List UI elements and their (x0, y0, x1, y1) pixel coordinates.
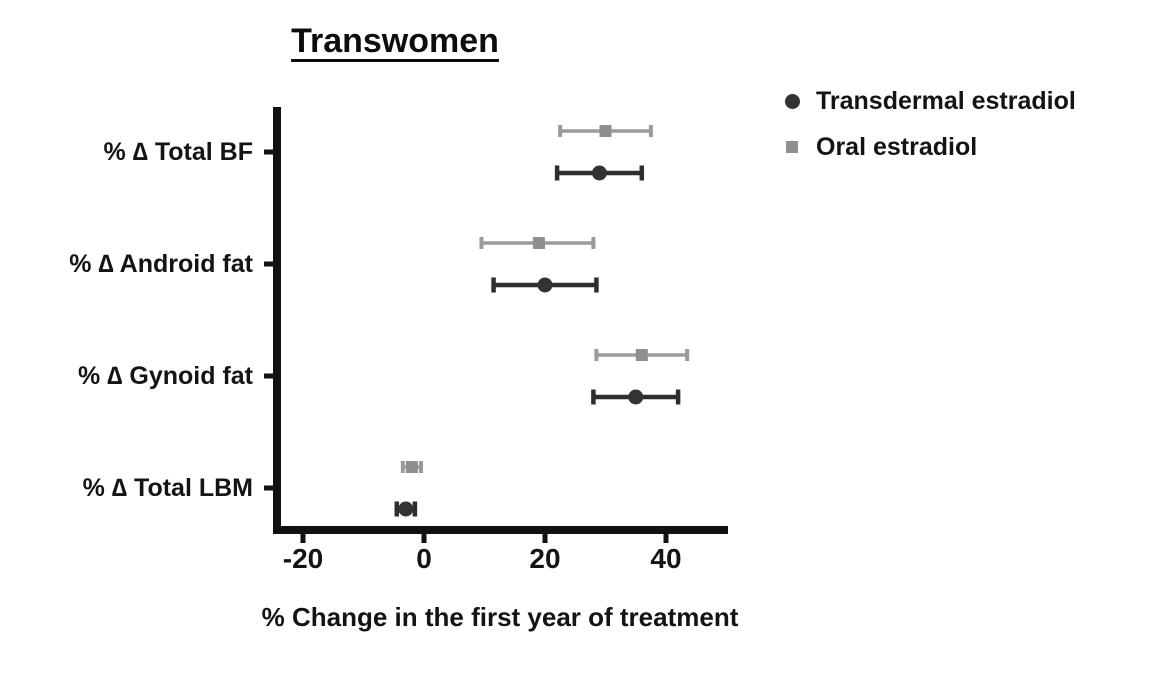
x-axis-tick (542, 534, 548, 543)
error-bar-cap (394, 501, 400, 517)
error-bar-cap (554, 165, 560, 181)
data-point-square (599, 125, 612, 137)
x-tick-label-neg20: -20 (282, 543, 324, 574)
x-axis-line (273, 526, 728, 534)
data-point-circle (398, 501, 414, 517)
data-point-square (405, 461, 418, 473)
data-point-circle (628, 389, 644, 405)
error-bar-cap (418, 461, 423, 473)
error-bar-cap (479, 237, 484, 249)
error-bar-cap (400, 461, 405, 473)
x-axis-tick (300, 534, 306, 543)
y-category-label-android-fat: % ∆ Android fat (69, 250, 253, 278)
error-bar-cap (675, 389, 681, 405)
y-category-label-total-bf: % ∆ Total BF (103, 138, 253, 166)
error-bar-cap (491, 277, 496, 293)
legend-item-transdermal: Transdermal estradiol (784, 86, 1076, 116)
legend: Transdermal estradiol Oral estradiol (784, 86, 1076, 178)
x-axis-tick (663, 534, 669, 543)
error-bar-cap (594, 349, 599, 361)
x-axis-title: % Change in the first year of treatment (261, 602, 739, 632)
error-bar-cap (685, 349, 690, 361)
y-axis-tick (264, 373, 273, 379)
x-tick-label-0: 0 (416, 543, 432, 574)
x-axis-tick (421, 534, 427, 543)
error-bar-cap (591, 237, 596, 249)
chart-title: Transwomen (291, 22, 499, 60)
y-axis-tick (264, 149, 273, 155)
y-category-label-gynoid-fat: % ∆ Gynoid fat (77, 362, 253, 390)
error-bar-cap (558, 125, 563, 137)
data-point-square (532, 237, 545, 249)
legend-label-transdermal: Transdermal estradiol (816, 86, 1076, 115)
circle-marker-icon (784, 93, 800, 109)
y-category-label-total-lbm: % ∆ Total LBM (82, 474, 253, 502)
data-point-circle (537, 277, 553, 293)
y-axis-tick (264, 485, 273, 491)
error-bar-cap (412, 501, 418, 517)
data-point-circle (591, 165, 607, 181)
error-bar-cap (639, 165, 645, 181)
legend-label-oral: Oral estradiol (816, 132, 978, 161)
error-bar-cap (648, 125, 653, 137)
x-tick-label-40: 40 (650, 543, 682, 574)
square-marker-icon (784, 141, 800, 153)
legend-item-oral: Oral estradiol (784, 132, 1076, 162)
error-bar-cap (591, 389, 596, 405)
x-tick-label-20: 20 (529, 543, 561, 574)
error-bar-cap (594, 277, 599, 293)
data-point-square (635, 349, 648, 361)
y-axis-line (273, 107, 281, 534)
y-axis-tick (264, 261, 273, 267)
